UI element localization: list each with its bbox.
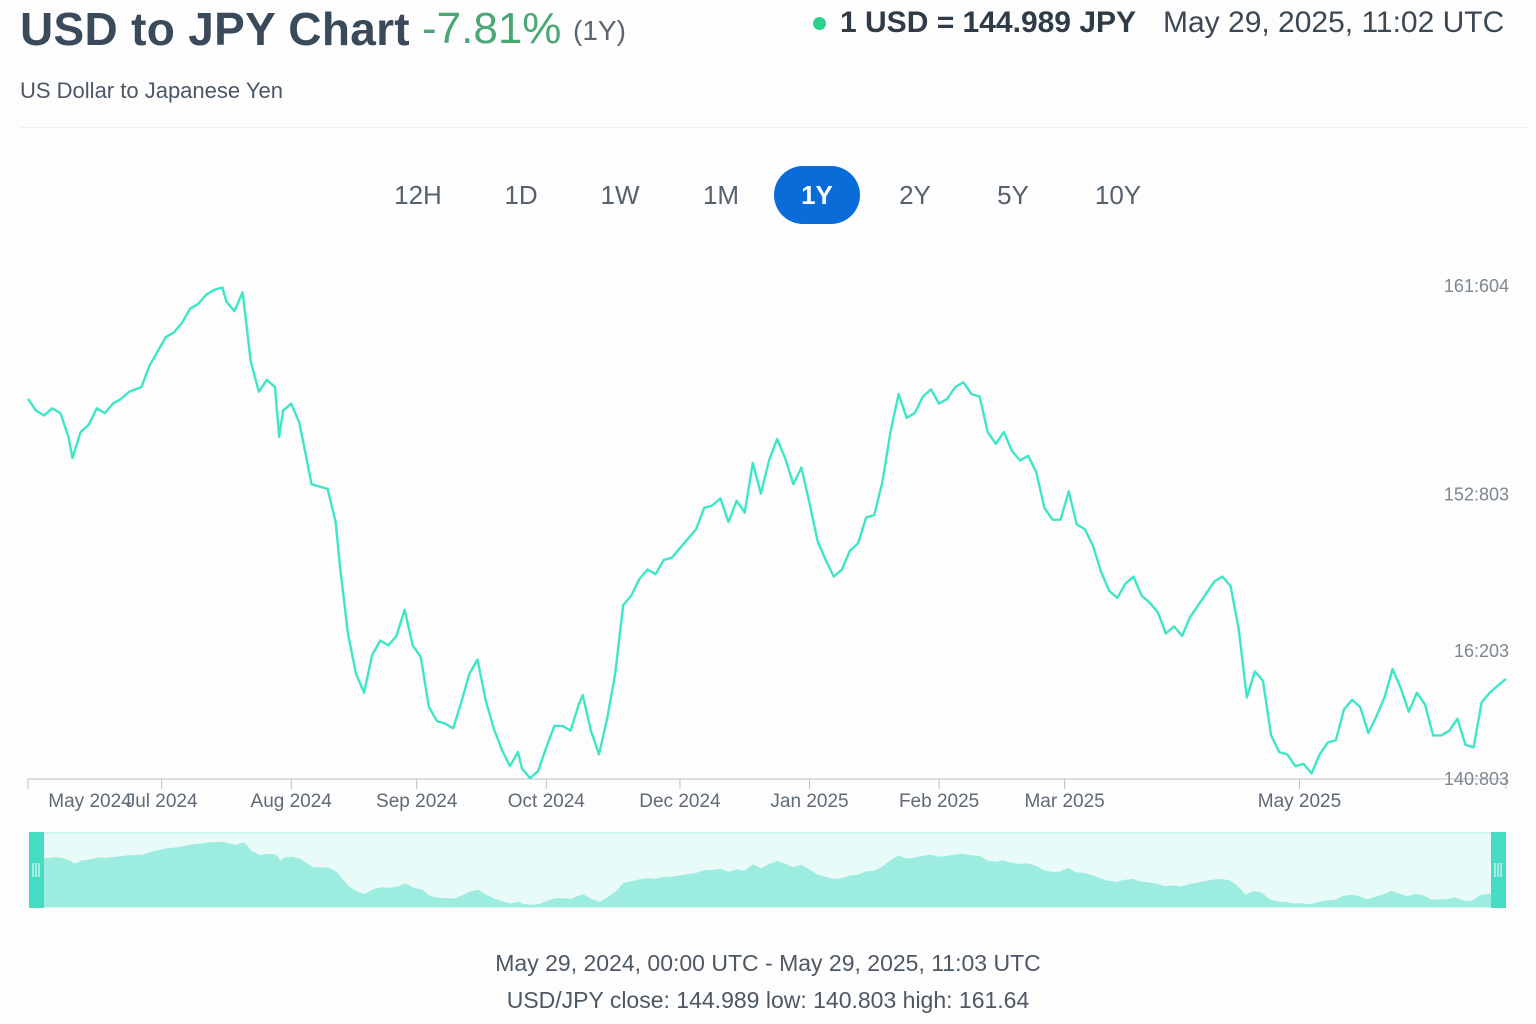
current-rate: 1 USD = 144.989 JPY (840, 6, 1137, 39)
tab-1y[interactable]: 1Y (774, 166, 860, 224)
x-tick-label: Mar 2025 (1024, 791, 1104, 812)
x-tick-label: Dec 2024 (639, 791, 721, 812)
date-range-label: May 29, 2024, 00:00 UTC - May 29, 2025, … (495, 950, 1041, 976)
live-status-icon (813, 17, 826, 30)
x-tick-label: Jul 2024 (126, 791, 198, 812)
tab-1m[interactable]: 1M (702, 180, 740, 210)
period-label: (1Y) (573, 15, 626, 46)
y-tick-label: 16:203 (1454, 641, 1509, 661)
header-divider (20, 127, 1530, 128)
y-axis-labels: 161:604 152:803 16:203 140:803 (1444, 276, 1509, 789)
tab-5y[interactable]: 5Y (997, 180, 1029, 210)
x-tick-label: Jan 2025 (770, 791, 848, 812)
y-tick-label: 161:604 (1444, 276, 1509, 296)
range-tabs: 12H 1D 1W 1M 1Y 2Y 5Y 10Y (0, 166, 1536, 224)
x-tick-label: Aug 2024 (251, 791, 333, 812)
tab-1w[interactable]: 1W (600, 180, 640, 210)
y-tick-label: 140:803 (1444, 769, 1509, 789)
tab-1d[interactable]: 1D (504, 180, 538, 210)
rate-timestamp: May 29, 2025, 11:02 UTC (1163, 6, 1505, 39)
page-title: USD to JPY Chart (20, 3, 410, 55)
x-tick-label: Oct 2024 (508, 791, 586, 812)
x-tick-label: Feb 2025 (899, 791, 979, 812)
x-tick-label: May 2024 (48, 791, 132, 812)
tab-10y[interactable]: 10Y (1094, 180, 1142, 210)
y-tick-label: 152:803 (1444, 485, 1509, 505)
percent-change: -7.81% (422, 4, 562, 53)
tab-12h[interactable]: 12H (394, 180, 442, 210)
range-navigator[interactable] (29, 832, 1506, 908)
pair-subtitle: US Dollar to Japanese Yen (20, 78, 283, 103)
x-tick-label: May 2025 (1258, 791, 1341, 812)
x-tick-label: Sep 2024 (376, 791, 458, 812)
navigator-area (30, 841, 1504, 907)
tab-2y[interactable]: 2Y (899, 180, 931, 210)
price-line-usd-jpy (27, 286, 1507, 780)
close-low-high-stats: USD/JPY close: 144.989 low: 140.803 high… (506, 987, 1030, 1013)
